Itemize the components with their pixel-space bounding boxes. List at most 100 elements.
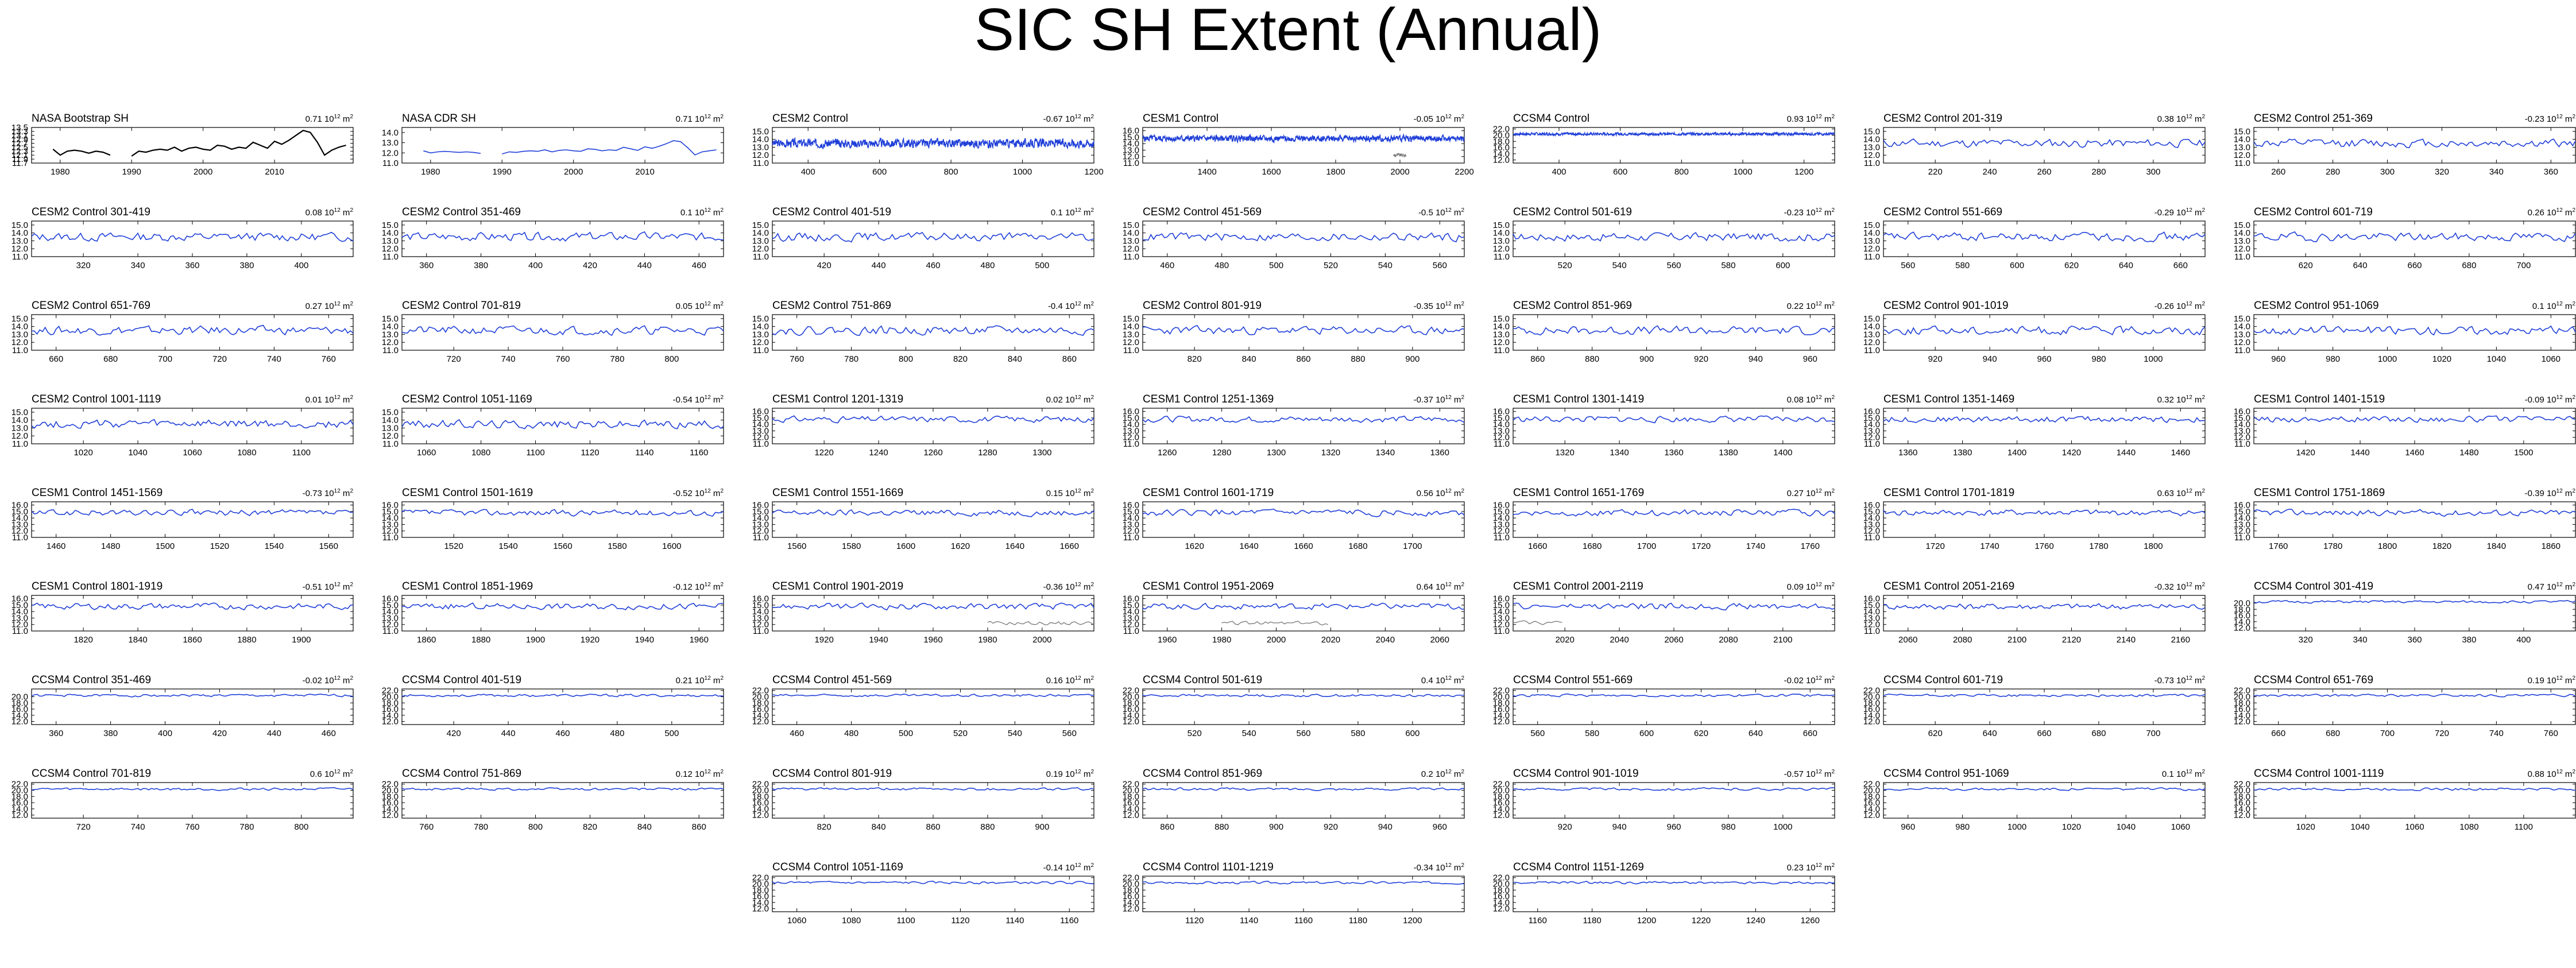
series-line bbox=[31, 231, 354, 242]
x-tick-label: 980 bbox=[1955, 822, 1970, 832]
y-tick-label: 13.0 bbox=[1123, 613, 1139, 623]
y-tick-label: 11.0 bbox=[382, 252, 399, 262]
y-tick-label: 15.0 bbox=[382, 408, 399, 417]
x-tick-label: 1720 bbox=[1692, 541, 1711, 551]
x-tick-label: 1040 bbox=[128, 448, 147, 458]
x-tick-label: 2040 bbox=[1610, 635, 1629, 645]
y-tick-label: 12.0 bbox=[2234, 717, 2250, 727]
y-tick-label: 20.0 bbox=[382, 692, 399, 702]
plot-frame bbox=[1883, 501, 2206, 538]
series-line bbox=[2253, 138, 2576, 149]
series-line bbox=[401, 787, 724, 791]
series-line bbox=[772, 415, 1094, 424]
y-tick-label: 14.0 bbox=[1493, 898, 1510, 908]
x-tick-label: 440 bbox=[637, 261, 652, 270]
x-tick-label: 1980 bbox=[1212, 635, 1231, 645]
y-tick-label: 16.0 bbox=[1863, 501, 1880, 510]
panel-41: CESM1 Control 2051-2169 -0.32 1012 m2 11.0… bbox=[1863, 580, 2206, 645]
x-tick-label: 1990 bbox=[493, 167, 512, 177]
series-line bbox=[401, 419, 724, 429]
series-line bbox=[31, 787, 354, 791]
plot-frame bbox=[1883, 408, 2206, 444]
panel-title: CESM1 Control bbox=[1143, 113, 1219, 125]
x-tick-label: 1680 bbox=[1348, 541, 1367, 551]
trend-label: -0.5 1012 m2 bbox=[1418, 207, 1465, 218]
y-tick-label: 14.0 bbox=[382, 711, 399, 721]
y-tick-label: 12.0 bbox=[2234, 624, 2250, 633]
y-tick-label: 11.0 bbox=[1123, 439, 1139, 449]
x-tick-label: 860 bbox=[692, 822, 706, 832]
panel-title: CESM2 Control 551-669 bbox=[1883, 206, 2002, 218]
x-tick-label: 500 bbox=[1035, 261, 1049, 270]
y-tick-label: 11.0 bbox=[382, 158, 399, 168]
y-tick-label: 13.0 bbox=[1493, 613, 1510, 623]
x-tick-label: 1140 bbox=[635, 448, 653, 458]
x-tick-label: 1160 bbox=[690, 448, 708, 458]
y-tick-label: 11.0 bbox=[1494, 252, 1510, 262]
x-tick-label: 420 bbox=[583, 261, 597, 270]
y-tick-label: 12.0 bbox=[382, 620, 399, 630]
y-tick-label: 12.0 bbox=[2234, 526, 2250, 536]
panel-44: CCSM4 Control 401-519 0.21 1012 m2 12.014.… bbox=[382, 674, 724, 738]
trend-label: 0.71 1012 m2 bbox=[305, 114, 354, 124]
panel-52: CCSM4 Control 801-919 0.19 1012 m2 12.014.… bbox=[752, 768, 1094, 832]
x-tick-label: 340 bbox=[131, 261, 145, 270]
y-tick-label: 15.0 bbox=[1493, 314, 1510, 324]
x-tick-label: 1660 bbox=[1060, 541, 1079, 551]
y-tick-label: 14.0 bbox=[382, 128, 399, 138]
panel-title: NASA Bootstrap SH bbox=[32, 113, 129, 125]
x-tick-label: 1140 bbox=[1005, 916, 1024, 926]
y-tick-label: 14.0 bbox=[1493, 804, 1510, 814]
panel-24: CESM1 Control 1201-1319 0.02 1012 m211.01… bbox=[752, 393, 1094, 458]
series-line bbox=[1513, 881, 1835, 885]
x-tick-label: 960 bbox=[1433, 822, 1447, 832]
panel-17: CESM2 Control 751-869 -0.4 1012 m2 11.012.… bbox=[752, 300, 1094, 364]
x-tick-label: 740 bbox=[267, 354, 281, 364]
x-tick-label: 540 bbox=[1612, 261, 1627, 270]
x-tick-label: 1780 bbox=[2323, 541, 2342, 551]
x-tick-label: 1280 bbox=[978, 448, 997, 458]
y-tick-label: 14.0 bbox=[11, 804, 28, 814]
x-tick-label: 640 bbox=[1983, 729, 1997, 738]
panel-title: NASA CDR SH bbox=[402, 113, 476, 125]
x-tick-label: 560 bbox=[1530, 729, 1545, 738]
y-tick-label: 12.0 bbox=[1123, 433, 1139, 443]
x-tick-label: 520 bbox=[1324, 261, 1338, 270]
series-line bbox=[2253, 599, 2576, 604]
series-line bbox=[31, 694, 354, 698]
y-tick-label: 12.7 bbox=[11, 139, 28, 149]
x-tick-label: 280 bbox=[2091, 167, 2106, 177]
x-tick-label: 340 bbox=[2489, 167, 2504, 177]
y-tick-label: 12.1 bbox=[11, 150, 28, 160]
y-tick-label: 15.0 bbox=[1123, 220, 1139, 230]
plot-frame bbox=[401, 501, 724, 538]
x-tick-label: 1100 bbox=[292, 448, 311, 458]
plot-frame bbox=[31, 782, 354, 819]
panel-58: CCSM4 Control 1101-1219 -0.34 1012 m2 12.0… bbox=[1123, 861, 1465, 926]
y-tick-label: 14.0 bbox=[752, 898, 769, 908]
x-tick-label: 800 bbox=[528, 822, 543, 832]
trend-label: 0.1 1012 m2 bbox=[2532, 301, 2576, 311]
trend-label: -0.02 1012 m2 bbox=[1784, 675, 1835, 686]
y-tick-label: 13.0 bbox=[752, 520, 769, 529]
trend-label: 0.2 1012 m2 bbox=[1421, 769, 1465, 779]
y-tick-label: 14.0 bbox=[1863, 420, 1880, 429]
x-tick-label: 1960 bbox=[690, 635, 709, 645]
y-tick-label: 13.0 bbox=[1493, 330, 1510, 339]
x-tick-label: 2000 bbox=[564, 167, 583, 177]
y-tick-label: 20.0 bbox=[752, 879, 769, 889]
x-tick-label: 420 bbox=[447, 729, 461, 738]
x-tick-label: 1440 bbox=[2350, 448, 2369, 458]
x-tick-label: 1060 bbox=[2542, 354, 2560, 364]
series-line bbox=[772, 787, 1094, 791]
y-tick-label: 13.0 bbox=[1123, 330, 1139, 339]
panel-title: CESM2 Control 401-519 bbox=[772, 206, 891, 218]
x-tick-label: 400 bbox=[528, 261, 543, 270]
plot-frame bbox=[31, 595, 354, 632]
x-tick-label: 2160 bbox=[2171, 635, 2190, 645]
panel-48: CCSM4 Control 601-719 -0.73 1012 m2 12.014… bbox=[1863, 674, 2206, 738]
x-tick-label: 1740 bbox=[1980, 541, 1999, 551]
y-tick-label: 12.0 bbox=[11, 717, 28, 727]
x-tick-label: 480 bbox=[844, 729, 858, 738]
